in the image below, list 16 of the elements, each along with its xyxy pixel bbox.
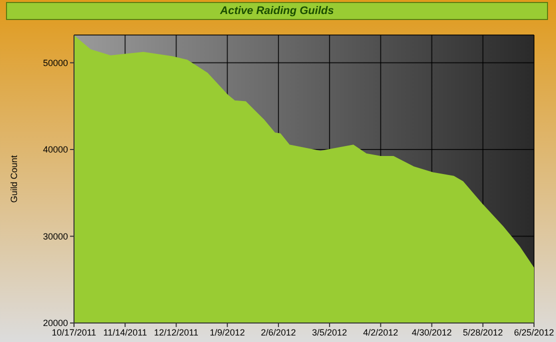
- y-tick-label: 50000: [42, 58, 68, 68]
- y-tick-label: 20000: [42, 318, 68, 328]
- chart-title: Active Raiding Guilds: [6, 2, 548, 20]
- y-tick-label: 40000: [42, 144, 68, 155]
- x-tick-label: 1/9/2012: [210, 327, 245, 338]
- y-axis-title: Guild Count: [9, 154, 20, 203]
- x-tick-label: 10/17/2011: [52, 327, 96, 338]
- x-tick-label: 3/5/2012: [312, 327, 348, 338]
- x-tick-label: 11/14/2011: [103, 327, 147, 338]
- x-tick-label: 6/25/2012: [514, 327, 554, 338]
- x-tick-label: 2/6/2012: [260, 327, 296, 338]
- x-tick-label: 12/12/2011: [154, 327, 198, 338]
- x-tick-label: 5/28/2012: [462, 327, 503, 338]
- y-tick-label: 30000: [42, 231, 68, 242]
- x-tick-label: 4/2/2012: [363, 327, 398, 338]
- x-tick-label: 4/30/2012: [412, 327, 452, 338]
